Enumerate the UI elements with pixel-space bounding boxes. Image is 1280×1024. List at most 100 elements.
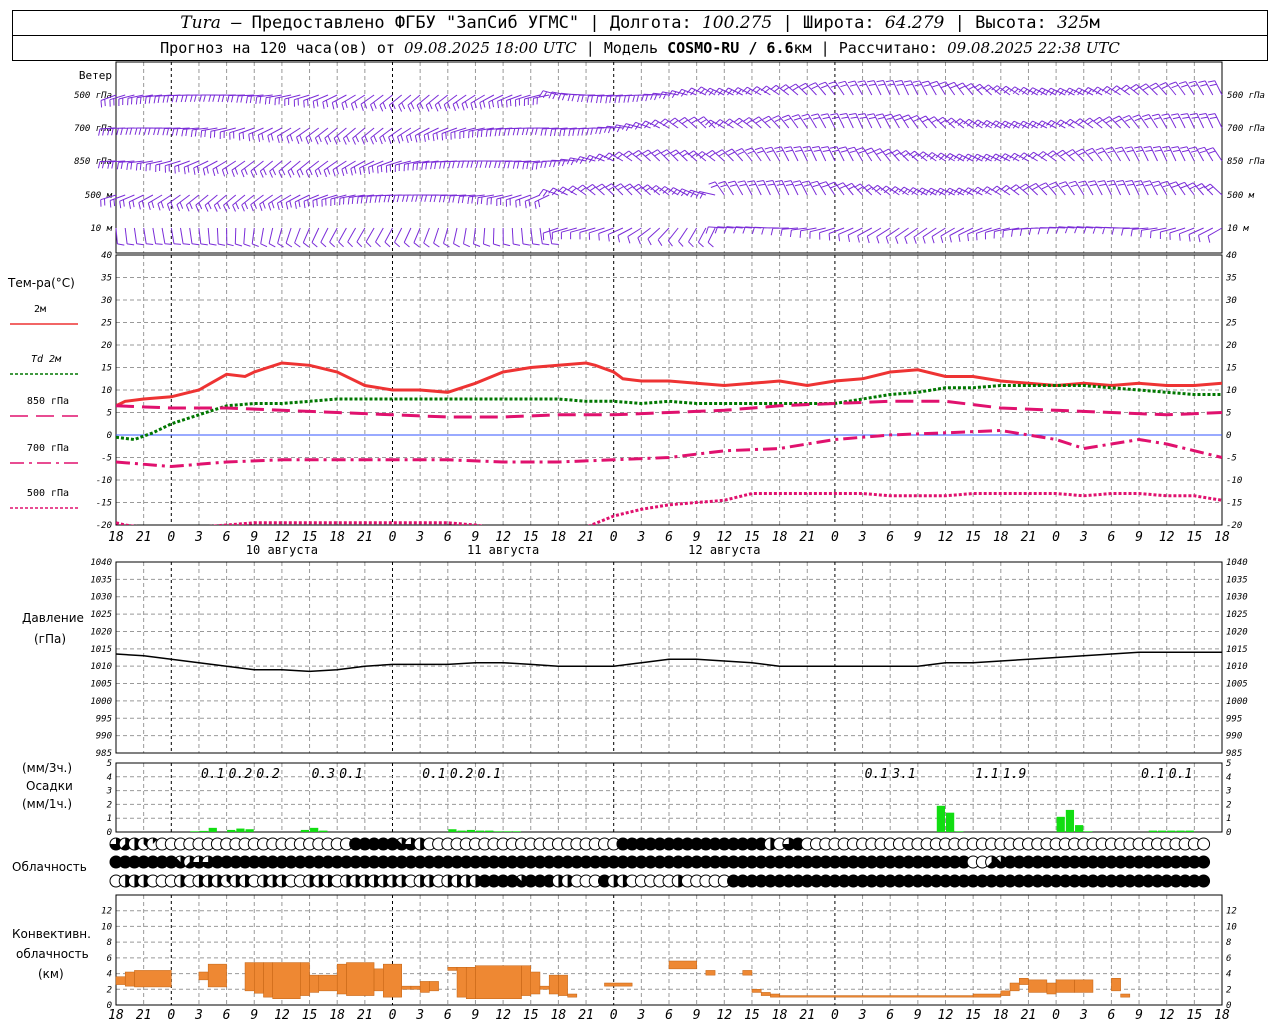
wind-level-label: 10 м [90, 224, 112, 234]
model-name: COSMO-RU / 6.6 [667, 39, 794, 57]
y-tick-label: 985 [96, 749, 112, 759]
precip-bar [236, 828, 245, 832]
y-tick-label-right: 4 [1226, 970, 1231, 980]
convective-bar [134, 970, 172, 988]
hour-tick-label: 18 [329, 530, 345, 545]
y-tick-label: 995 [96, 714, 112, 724]
precip-bar [1084, 831, 1093, 832]
y-tick-label: 1030 [90, 593, 112, 603]
hour-tick-label: 3 [636, 1008, 645, 1023]
precip-bar [1075, 825, 1084, 832]
forecast-date: 09.08.2025 18:00 UTC [404, 39, 577, 57]
convective-panel: 0 0 2 2 4 4 6 6 8 8 10 10 12 12 Конвективн. облачность (… [12, 894, 1237, 1011]
convective-bar [447, 967, 458, 971]
convective-bar [336, 963, 347, 995]
convective-bar [1074, 979, 1094, 993]
hour-tick-label: 18 [772, 530, 788, 545]
convective-bar [1018, 978, 1029, 985]
y-tick-label: 25 [101, 319, 112, 329]
precip-bar [227, 829, 236, 832]
hour-tick-label: 9 [250, 530, 258, 545]
y-tick-label-right: 5 [1226, 759, 1231, 769]
temp-series-line [116, 428, 1222, 469]
y-tick-label-right: 995 [1226, 714, 1242, 724]
convective-bar [548, 974, 559, 995]
y-tick-label: 1005 [90, 680, 112, 690]
title-bar: Tura – Предоставлено ФГБУ "ЗапСиб УГМС" … [12, 10, 1268, 36]
y-tick-label-right: 1 [1226, 814, 1231, 824]
y-tick-label-right: 1015 [1226, 645, 1248, 655]
hour-tick-label: 9 [693, 530, 701, 545]
hour-tick-label: 3 [858, 1008, 867, 1023]
precip-unit-1h: (мм/1ч.) [22, 797, 72, 811]
convective-bar [300, 962, 310, 996]
y-tick-label: 2 [107, 985, 112, 995]
cloud-title: Облачность [12, 860, 87, 874]
hour-tick-label: 0 [389, 530, 397, 545]
forecast-info-bar: Прогноз на 120 часа(ов) от 09.08.2025 18… [12, 35, 1268, 61]
precip-bar [494, 831, 503, 832]
wind-level-label: 500 м [85, 191, 113, 201]
y-tick-label-right: 0 [1226, 1001, 1231, 1011]
precip-bar [1167, 830, 1176, 832]
y-tick-label-right: 2 [1226, 985, 1231, 995]
hour-tick-label: 15 [965, 1008, 981, 1023]
computed-label: Рассчитано: [838, 39, 939, 57]
precip-bar [319, 830, 328, 832]
precip-panel: 0 0 1 1 2 2 3 3 4 4 5 5 (мм/3ч.) Осадки (мм/1ч.) 0.1 0.2… [22, 759, 1231, 838]
hour-tick-label: 12 [274, 1008, 290, 1023]
convective-bar [779, 995, 974, 998]
y-tick-label-right: 6 [1226, 954, 1231, 964]
convective-bar [760, 992, 771, 996]
precip-bar [1185, 830, 1194, 832]
convective-bar [1055, 979, 1075, 993]
y-tick-label-right: 12 [1226, 907, 1237, 917]
y-tick-label: 10 [101, 922, 112, 932]
y-tick-label: 1000 [90, 697, 112, 707]
y-tick-label-right: 4 [1226, 773, 1231, 783]
hour-tick-label: 6 [886, 530, 894, 545]
cloud-symbol-fill [185, 856, 196, 869]
hour-tick-label: 9 [250, 1008, 258, 1023]
y-tick-label-right: -10 [1226, 476, 1242, 486]
temp-legend-label: 500 гПа [27, 488, 69, 499]
hour-tick-label: 6 [444, 530, 452, 545]
y-tick-label: 12 [101, 907, 112, 917]
hour-tick-label: 21 [357, 530, 373, 545]
temperature-panel: -20 -20 -15 -15 -10 -10 -5 -5 0 0 5 5 10 10 15 15 20 20 25… [7, 251, 1242, 531]
cloud-symbol [1197, 855, 1211, 869]
convective-bar [254, 962, 264, 994]
hour-tick-label: 6 [1107, 530, 1115, 545]
wind-title: Ветер [79, 69, 112, 82]
hour-tick-label: 18 [329, 1008, 345, 1023]
hour-tick-label: 9 [1135, 1008, 1143, 1023]
convective-bar [475, 965, 522, 999]
time-axis-top: 18 21 0 3 6 9 12 15 18 21 0 3 6 9 12 15 18 21 0 3 6 9 12 15 18 21… [108, 530, 1230, 557]
precip-title: Осадки [26, 779, 73, 793]
forecast-prefix: Прогноз на 120 часа(ов) от [160, 39, 395, 57]
cloud-cover-panel: Облачность [12, 837, 1211, 888]
precip-3h-label: 0.1 [201, 767, 224, 782]
convective-bar [751, 989, 762, 993]
precip-bar [190, 831, 199, 832]
y-tick-label-right: 1035 [1226, 575, 1248, 585]
cloud-symbol-fill [192, 856, 205, 868]
convective-bar [604, 982, 633, 987]
precip-bar [946, 812, 955, 832]
precip-bar [300, 829, 310, 832]
y-tick-label: 0 [107, 431, 112, 441]
y-tick-label-right: 10 [1226, 922, 1237, 932]
wind-level-label: 700 гПа [74, 124, 112, 134]
convective-bar [419, 981, 430, 993]
cloud-symbol-fill [110, 838, 122, 850]
precip-3h-label: 0.1 [478, 767, 501, 782]
convective-bar [1046, 982, 1057, 995]
panel-frame [115, 561, 1223, 754]
wind-level-label: 500 гПа [74, 91, 112, 101]
hour-tick-label: 3 [636, 530, 645, 545]
y-tick-label-right: 0 [1226, 828, 1231, 838]
hour-tick-label: 0 [167, 530, 175, 545]
pressure-line [115, 651, 1222, 673]
wind-level-label-right: 700 гПа [1227, 124, 1265, 134]
precip-bar [1148, 830, 1157, 832]
